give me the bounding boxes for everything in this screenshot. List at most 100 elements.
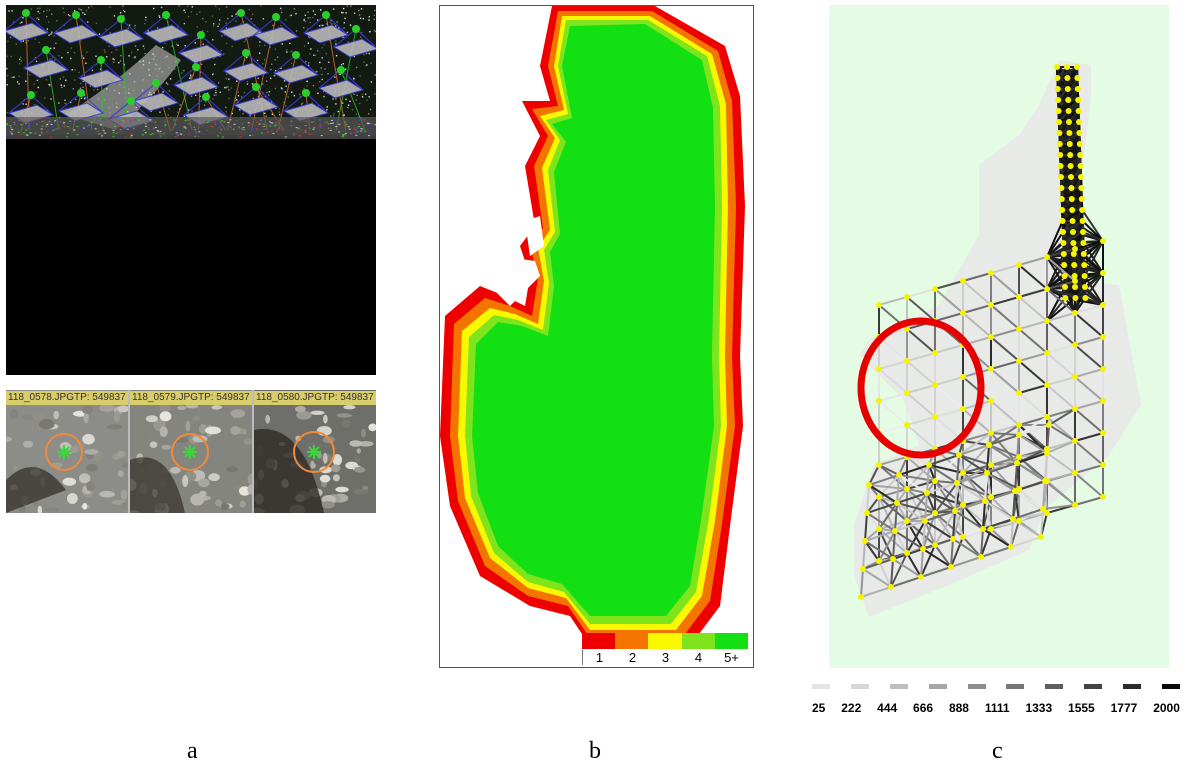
camera-node: [1056, 119, 1062, 125]
caption-c: c: [992, 738, 1003, 764]
camera-node: [932, 414, 938, 420]
camera-node: [904, 422, 910, 428]
camera-node: [988, 334, 994, 340]
thumbnail-3[interactable]: 118_0580.JPGTP: 549837: [254, 390, 376, 513]
camera-node: [1016, 432, 1022, 438]
camera-node: [876, 558, 882, 564]
thumbnail-label: 118_0579.JPGTP: 549837: [130, 391, 252, 405]
matches-legend-label: 444: [877, 701, 898, 715]
camera-node: [1064, 75, 1071, 81]
camera-node: [960, 278, 966, 284]
camera-node: [1072, 374, 1078, 380]
camera-node: [1078, 185, 1085, 191]
camera-node: [1067, 163, 1074, 169]
camera-node: [1014, 460, 1020, 466]
overlap-zone-5plus: [472, 24, 715, 616]
camera-node: [1058, 174, 1064, 180]
camera-node: [1046, 422, 1052, 428]
thumbnail-2[interactable]: 118_0579.JPGTP: 549837: [130, 390, 252, 513]
camera-node: [1054, 64, 1060, 70]
overlap-legend-label: 1: [595, 650, 604, 665]
camera-node: [890, 556, 896, 562]
overlap-legend-swatch: [714, 633, 749, 649]
camera-node: [1055, 108, 1062, 114]
camera-node: [1016, 326, 1022, 332]
camera-node: [1066, 141, 1073, 147]
camera-node: [1072, 502, 1078, 508]
camera-node: [1044, 254, 1050, 260]
camera-node: [982, 498, 988, 504]
camera-node: [1072, 246, 1078, 252]
camera-node: [1072, 342, 1078, 348]
camera-node: [932, 286, 938, 292]
camera-node: [1057, 152, 1064, 158]
camera-node: [984, 470, 990, 476]
caption-a: a: [187, 738, 198, 764]
camera-node: [960, 406, 966, 412]
matches-legend-line: [889, 684, 908, 689]
camera-node: [1100, 238, 1106, 244]
camera-node: [1044, 414, 1050, 420]
overlap-legend: 1 2 3 4 5+: [582, 633, 749, 665]
camera-node: [1056, 141, 1063, 147]
camera-node: [960, 470, 966, 476]
matches-legend-label: 888: [948, 701, 969, 715]
camera-node: [1100, 430, 1106, 436]
camera-node: [988, 398, 994, 404]
camera-node: [904, 486, 910, 492]
thumbnail-1[interactable]: 118_0578.JPGTP: 549837: [6, 390, 128, 513]
camera-node: [1010, 516, 1016, 522]
camera-node: [924, 490, 930, 496]
camera-node: [860, 566, 866, 572]
camera-node: [1068, 185, 1075, 191]
matches-legend-label: 1333: [1025, 701, 1053, 715]
camera-node: [932, 478, 938, 484]
camera-node: [1082, 295, 1089, 301]
camera-node: [978, 554, 984, 560]
camera-node: [1056, 130, 1063, 136]
camera-node: [1080, 240, 1087, 246]
camera-node: [1068, 196, 1075, 202]
camera-node: [1078, 174, 1084, 180]
camera-node: [1016, 294, 1022, 300]
matches-graph: [829, 5, 1169, 668]
tie-point-marker-icon: [57, 445, 71, 459]
camera-node: [1016, 422, 1022, 428]
camera-node: [950, 536, 956, 542]
camera-node: [1044, 382, 1050, 388]
camera-node: [876, 398, 882, 404]
overlap-legend-swatch: [615, 633, 649, 649]
overlap-legend-label: 3: [661, 650, 670, 665]
camera-node: [1060, 251, 1067, 257]
camera-node: [918, 574, 924, 580]
camera-node: [1075, 108, 1082, 114]
camera-node: [1069, 218, 1076, 224]
camera-node: [1076, 141, 1083, 147]
camera-node: [894, 500, 900, 506]
camera-node: [1038, 534, 1044, 540]
thumbnail-label: 118_0580.JPGTP: 549837: [254, 391, 376, 405]
camera-node: [1062, 295, 1069, 301]
matches-legend-line: [1006, 684, 1025, 689]
camera-node: [1062, 284, 1068, 290]
camera-node: [1044, 286, 1050, 292]
camera-node: [988, 302, 994, 308]
camera-node: [1081, 262, 1088, 268]
camera-node: [1072, 278, 1078, 284]
camera-node: [1064, 86, 1071, 92]
matches-legend-line: [928, 684, 947, 689]
matches-legend-line: [812, 684, 830, 689]
camera-node: [858, 594, 864, 600]
camera-node: [1042, 478, 1048, 484]
camera-node: [1054, 75, 1061, 81]
camera-node: [1040, 506, 1046, 512]
camera-node: [1080, 229, 1086, 235]
camera-node: [1054, 86, 1061, 92]
camera-node: [904, 294, 910, 300]
camera-node: [922, 518, 928, 524]
camera-node: [1044, 510, 1050, 516]
camera-node: [1066, 119, 1072, 125]
camera-node: [960, 502, 966, 508]
camera-node: [864, 510, 870, 516]
matches-legend-label: 222: [841, 701, 862, 715]
